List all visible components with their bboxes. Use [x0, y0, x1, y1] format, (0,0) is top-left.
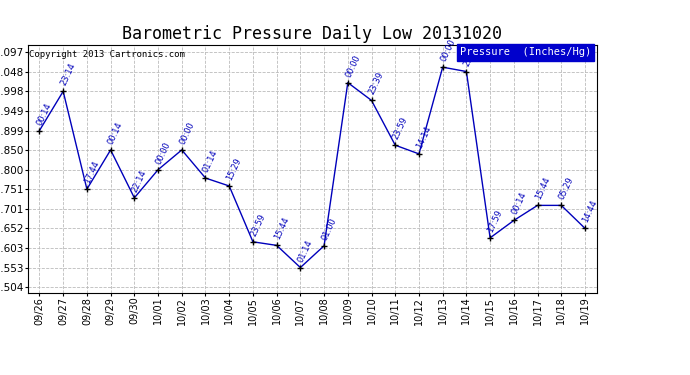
Text: 01:00: 01:00: [320, 216, 338, 242]
Text: 15:29: 15:29: [225, 156, 244, 182]
Text: 23:59: 23:59: [249, 212, 267, 238]
Text: 23:14: 23:14: [59, 62, 77, 87]
Text: 23:59: 23:59: [462, 42, 481, 68]
Text: 14:44: 14:44: [581, 199, 599, 224]
Text: 00:00: 00:00: [344, 53, 362, 78]
Text: 00:00: 00:00: [154, 140, 172, 166]
Text: 14:14: 14:14: [415, 124, 433, 150]
Title: Barometric Pressure Daily Low 20131020: Barometric Pressure Daily Low 20131020: [122, 26, 502, 44]
Text: 00:14: 00:14: [35, 101, 54, 126]
Text: 01:14: 01:14: [297, 238, 315, 263]
Text: 15:44: 15:44: [273, 216, 291, 241]
Text: 15:44: 15:44: [533, 176, 552, 201]
Text: Copyright 2013 Cartronics.com: Copyright 2013 Cartronics.com: [29, 50, 185, 59]
Text: Pressure  (Inches/Hg): Pressure (Inches/Hg): [460, 48, 591, 57]
Text: 00:00: 00:00: [178, 120, 196, 146]
Text: 00:00: 00:00: [439, 38, 457, 63]
Text: 01:14: 01:14: [201, 148, 219, 174]
Text: 00:14: 00:14: [510, 191, 528, 216]
Text: 22:14: 22:14: [130, 168, 148, 194]
Text: 00:14: 00:14: [107, 120, 125, 146]
Text: 05:29: 05:29: [558, 176, 575, 201]
Text: 23:39: 23:39: [368, 71, 386, 96]
Text: 23:59: 23:59: [391, 116, 409, 141]
Text: 17:59: 17:59: [486, 208, 504, 234]
Text: 17:44: 17:44: [83, 159, 101, 185]
